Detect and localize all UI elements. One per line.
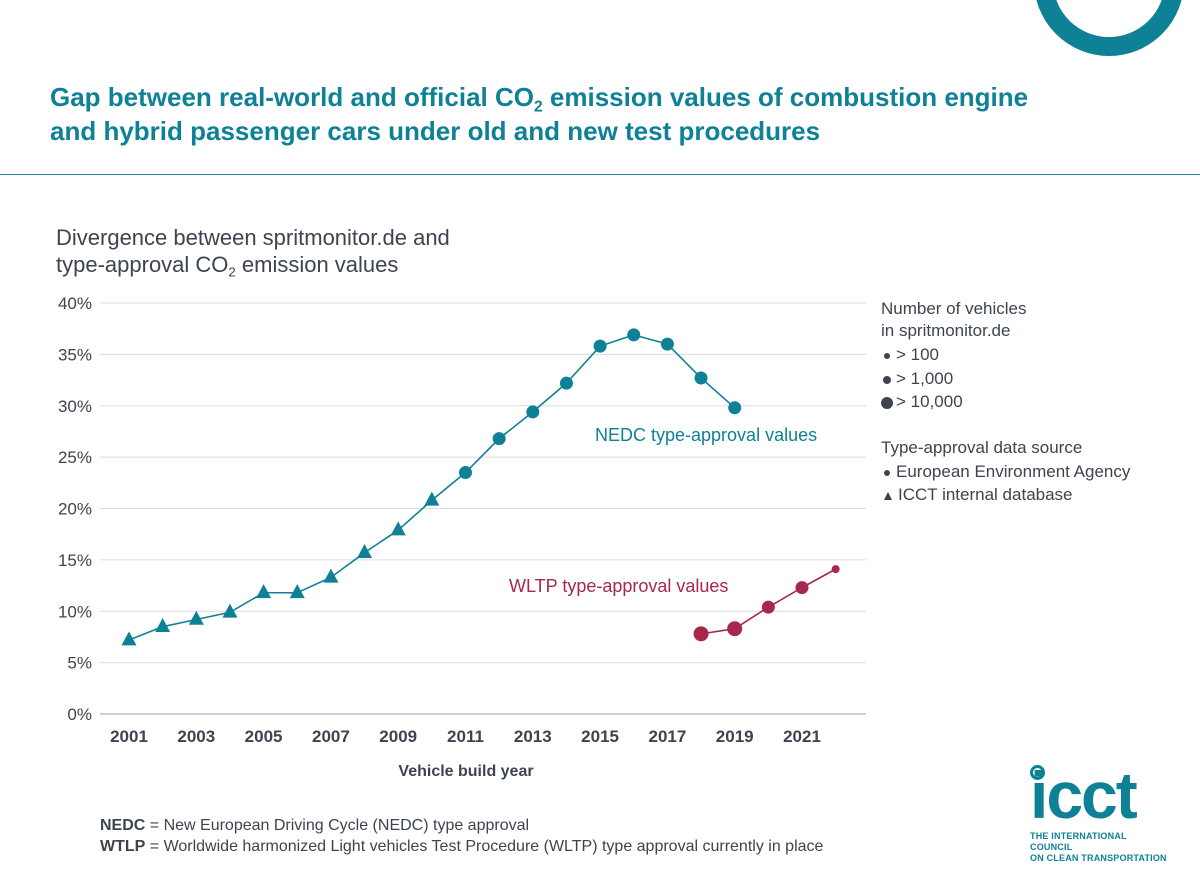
legend-source-eea-label: European Environment Agency bbox=[896, 462, 1131, 481]
footnote-nedc-abbr: NEDC bbox=[100, 817, 146, 834]
y-tick-label: 25% bbox=[58, 448, 92, 467]
legend-size-large-label: > 10,000 bbox=[896, 392, 963, 411]
legend-size-large: > 10,000 bbox=[881, 391, 963, 413]
page-title: Gap between real-world and official CO2 … bbox=[50, 80, 1050, 148]
y-tick-label: 15% bbox=[58, 551, 92, 570]
series-label-nedc: NEDC type-approval values bbox=[595, 425, 817, 445]
legend-size-title-line1: Number of vehicles bbox=[881, 299, 1027, 318]
data-point-triangle bbox=[289, 584, 305, 599]
y-tick-label: 20% bbox=[58, 500, 92, 519]
chart-title-line2: type-approval CO2 emission values bbox=[56, 251, 576, 280]
data-point-triangle bbox=[390, 521, 406, 536]
legend-size-medium-label: > 1,000 bbox=[896, 369, 954, 388]
legend-source-title: Type-approval data source bbox=[881, 438, 1083, 457]
data-point-circle bbox=[526, 405, 540, 419]
logo-tagline: THE INTERNATIONAL COUNCIL ON CLEAN TRANS… bbox=[1030, 831, 1170, 864]
y-tick-label: 40% bbox=[58, 294, 92, 313]
y-tick-label: 10% bbox=[58, 602, 92, 621]
data-point-circle bbox=[795, 581, 809, 595]
icct-logo: icct THE INTERNATIONAL COUNCIL ON CLEAN … bbox=[1030, 758, 1170, 864]
legend-size-small-label: > 100 bbox=[896, 345, 940, 364]
x-tick-label: 2021 bbox=[783, 727, 821, 746]
x-tick-label: 2007 bbox=[312, 727, 350, 746]
data-point-circle bbox=[693, 626, 709, 642]
data-point-circle bbox=[459, 466, 472, 480]
x-tick-label: 2011 bbox=[447, 727, 484, 746]
x-tick-label: 2009 bbox=[379, 727, 417, 746]
logo-tagline-line1: THE INTERNATIONAL COUNCIL bbox=[1030, 831, 1127, 852]
small-dot-icon bbox=[884, 352, 890, 359]
x-tick-label: 2017 bbox=[648, 727, 686, 746]
x-tick-label: 2001 bbox=[110, 727, 148, 746]
data-point-triangle bbox=[256, 584, 272, 599]
medium-dot-icon bbox=[883, 375, 891, 384]
data-point-triangle bbox=[222, 603, 238, 618]
series-label-wltp: WLTP type-approval values bbox=[509, 576, 728, 596]
data-point-triangle bbox=[424, 491, 440, 506]
legend-size-title-line2: in spritmonitor.de bbox=[881, 321, 1011, 340]
x-tick-label: 2013 bbox=[514, 727, 552, 746]
data-point-triangle bbox=[121, 631, 137, 646]
chart-title-pre: type-approval CO bbox=[56, 252, 229, 277]
title-text-post: emission values of combustion engine and… bbox=[50, 82, 1029, 146]
data-point-circle bbox=[593, 339, 607, 353]
data-point-circle bbox=[559, 376, 573, 390]
footnote-nedc-text: = New European Driving Cycle (NEDC) type… bbox=[145, 817, 530, 834]
x-tick-label: 2019 bbox=[716, 727, 754, 746]
chart-title: Divergence between spritmonitor.de and t… bbox=[56, 224, 576, 280]
logo-dot-icon bbox=[1030, 765, 1045, 780]
large-dot-icon bbox=[881, 396, 893, 409]
y-tick-label: 30% bbox=[58, 397, 92, 416]
data-point-circle bbox=[831, 565, 840, 574]
y-tick-label: 0% bbox=[67, 705, 92, 724]
title-text-pre: Gap between real-world and official CO bbox=[50, 82, 534, 112]
triangle-marker-icon bbox=[884, 491, 892, 500]
y-tick-label: 35% bbox=[58, 345, 92, 364]
data-point-circle bbox=[728, 401, 742, 415]
footnote-wltp: WTLP = Worldwide harmonized Light vehicl… bbox=[100, 836, 823, 857]
footnote-wltp-text: = Worldwide harmonized Light vehicles Te… bbox=[145, 838, 824, 855]
data-point-circle bbox=[727, 621, 743, 637]
circle-marker-icon bbox=[884, 469, 890, 476]
data-point-triangle bbox=[357, 544, 373, 559]
data-point-circle bbox=[492, 432, 506, 446]
x-tick-label: 2003 bbox=[177, 727, 215, 746]
footnote-wltp-abbr: WTLP bbox=[100, 838, 146, 855]
data-point-triangle bbox=[155, 617, 171, 632]
legend-source-icct-label: ICCT internal database bbox=[898, 485, 1073, 504]
chart-title-post: emission values bbox=[235, 252, 399, 277]
x-tick-label: 2015 bbox=[581, 727, 619, 746]
x-tick-label: 2005 bbox=[245, 727, 283, 746]
x-axis-label: Vehicle build year bbox=[398, 763, 533, 780]
chart-title-subscript: 2 bbox=[228, 264, 236, 280]
footnote-nedc: NEDC = New European Driving Cycle (NEDC)… bbox=[100, 815, 823, 836]
legend-source-icct: ICCT internal database bbox=[881, 484, 1073, 506]
footnotes: NEDC = New European Driving Cycle (NEDC)… bbox=[100, 815, 823, 857]
data-point-triangle bbox=[323, 568, 339, 583]
data-point-circle bbox=[761, 600, 775, 614]
legend-size-title: Number of vehicles in spritmonitor.de bbox=[881, 298, 1027, 342]
legend-source-eea: European Environment Agency bbox=[881, 461, 1130, 483]
data-point-circle bbox=[660, 337, 674, 351]
header-divider bbox=[0, 174, 1200, 175]
logo-tagline-line2: ON CLEAN TRANSPORTATION bbox=[1030, 853, 1167, 863]
logo-wordmark: icct bbox=[1030, 758, 1138, 832]
data-point-triangle bbox=[188, 610, 204, 625]
chart-title-line1: Divergence between spritmonitor.de and bbox=[56, 225, 450, 250]
data-point-circle bbox=[627, 328, 641, 342]
title-subscript: 2 bbox=[533, 98, 543, 116]
y-tick-label: 5% bbox=[67, 654, 92, 673]
legend-size-small: > 100 bbox=[881, 344, 939, 366]
data-point-circle bbox=[694, 371, 708, 385]
legend-size-medium: > 1,000 bbox=[881, 368, 953, 390]
